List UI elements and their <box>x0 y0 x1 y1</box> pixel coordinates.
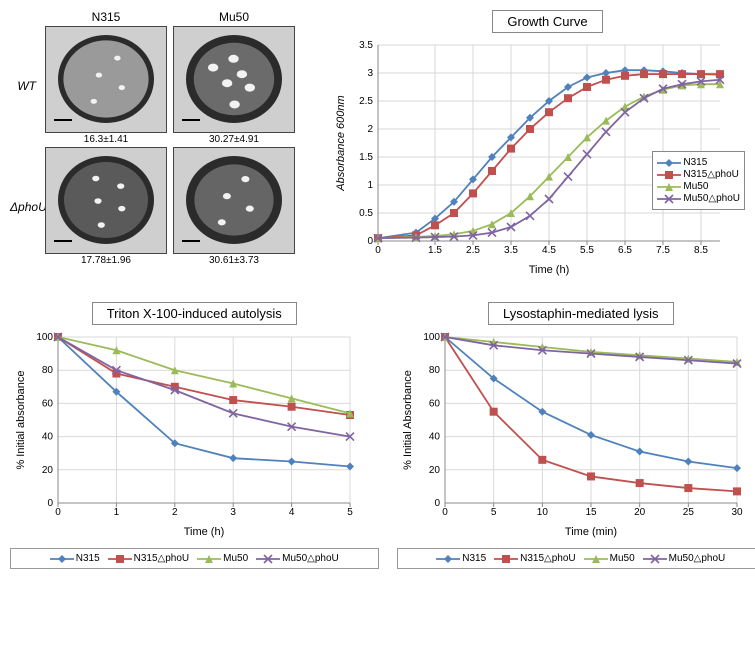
svg-text:0: 0 <box>47 498 53 509</box>
lysostaphin-legend: N315 N315△phoU Mu50 Mu50△phoU <box>397 548 755 569</box>
autolysis-legend: N315 N315△phoU Mu50 Mu50△phoU <box>10 548 379 569</box>
growth-panel: Growth Curve 0 0.5 1 1.5 2 2.5 3 3.5 0 1.5 2.5 3.5 4… <box>330 10 755 280</box>
tem-panel: N315 Mu50 WT 16.3±1.41 30.27±4.91 ΔphoU 17.… <box>10 10 320 280</box>
growth-chart: 0 0.5 1 1.5 2 2.5 3 3.5 0 1.5 2.5 3.5 4.5 5.5 6.5 7.5 8.… <box>330 37 755 280</box>
tem-caption-1-0: 17.78±1.96 <box>81 255 131 266</box>
svg-text:Time (h): Time (h) <box>529 264 570 276</box>
svg-text:100: 100 <box>36 332 53 343</box>
svg-text:0: 0 <box>442 507 448 518</box>
svg-text:5.5: 5.5 <box>580 245 594 256</box>
svg-text:2.5: 2.5 <box>359 96 373 107</box>
svg-text:3: 3 <box>367 68 373 79</box>
svg-text:60: 60 <box>42 398 54 409</box>
autolysis-legend-Mu50: Mu50 <box>197 553 248 564</box>
svg-text:5: 5 <box>347 507 353 518</box>
svg-text:30: 30 <box>731 507 743 518</box>
svg-text:2.5: 2.5 <box>466 245 480 256</box>
svg-text:% Initial Absorbance: % Initial Absorbance <box>402 370 414 470</box>
tem-cell-1-0: 17.78±1.96 <box>46 147 166 266</box>
tem-row-header-0: WT <box>10 79 38 93</box>
tem-row-header-1: ΔphoU <box>10 200 38 214</box>
lysostaphin-legend-Mu50d: Mu50△phoU <box>643 553 726 564</box>
svg-text:20: 20 <box>634 507 646 518</box>
svg-text:60: 60 <box>428 398 440 409</box>
autolysis-legend-N315d: N315△phoU <box>108 553 190 564</box>
autolysis-title: Triton X-100-induced autolysis <box>92 302 297 325</box>
tem-caption-0-1: 30.27±4.91 <box>209 134 259 145</box>
svg-text:15: 15 <box>585 507 597 518</box>
svg-text:40: 40 <box>428 432 440 443</box>
lysostaphin-legend-N315: N315 <box>436 553 486 564</box>
tem-cell-1-1: 30.61±3.73 <box>174 147 294 266</box>
svg-text:80: 80 <box>42 365 54 376</box>
autolysis-chart: 0 20 40 60 80 100 0 1 2 3 4 5 Time (h) % Initial abso… <box>10 329 379 542</box>
svg-text:0: 0 <box>375 245 381 256</box>
svg-text:Time (min): Time (min) <box>564 526 616 538</box>
autolysis-legend-N315: N315 <box>50 553 100 564</box>
svg-text:3.5: 3.5 <box>504 245 518 256</box>
svg-text:7.5: 7.5 <box>656 245 670 256</box>
autolysis-legend-Mu50d: Mu50△phoU <box>256 553 339 564</box>
svg-text:0: 0 <box>434 498 440 509</box>
svg-text:1.5: 1.5 <box>359 152 373 163</box>
tem-cell-0-0: 16.3±1.41 <box>46 26 166 145</box>
svg-text:10: 10 <box>536 507 548 518</box>
svg-text:6.5: 6.5 <box>618 245 632 256</box>
lysostaphin-title: Lysostaphin-mediated lysis <box>488 302 674 325</box>
lysostaphin-chart: 0 20 40 60 80 100 0 5 10 15 20 25 30 Time (min) % Init… <box>397 329 755 542</box>
svg-text:1: 1 <box>114 507 120 518</box>
svg-text:4: 4 <box>289 507 295 518</box>
svg-text:3.5: 3.5 <box>359 40 373 51</box>
growth-legend: N315N315△phoUMu50Mu50△phoU <box>652 151 745 210</box>
svg-text:20: 20 <box>428 465 440 476</box>
tem-caption-1-1: 30.61±3.73 <box>209 255 259 266</box>
svg-text:0: 0 <box>55 507 61 518</box>
svg-text:1.5: 1.5 <box>428 245 442 256</box>
svg-text:5: 5 <box>490 507 496 518</box>
lysostaphin-panel: Lysostaphin-mediated lysis 0204060801000… <box>397 302 755 569</box>
svg-text:% Initial absorbance: % Initial absorbance <box>15 370 27 469</box>
svg-text:100: 100 <box>423 332 440 343</box>
svg-text:40: 40 <box>42 432 54 443</box>
svg-text:0.5: 0.5 <box>359 208 373 219</box>
svg-text:1: 1 <box>367 180 373 191</box>
svg-text:2: 2 <box>172 507 178 518</box>
autolysis-panel: Triton X-100-induced autolysis 020406080… <box>10 302 379 569</box>
svg-text:4.5: 4.5 <box>542 245 556 256</box>
tem-cell-0-1: 30.27±4.91 <box>174 26 294 145</box>
svg-text:20: 20 <box>42 465 54 476</box>
tem-caption-0-0: 16.3±1.41 <box>84 134 128 145</box>
tem-col-header-1: Mu50 <box>174 10 294 24</box>
svg-text:3: 3 <box>230 507 236 518</box>
svg-text:Absorbance 600nm: Absorbance 600nm <box>335 95 347 191</box>
svg-text:80: 80 <box>428 365 440 376</box>
svg-text:8.5: 8.5 <box>694 245 708 256</box>
growth-title: Growth Curve <box>492 10 602 33</box>
svg-text:0: 0 <box>367 236 373 247</box>
svg-text:25: 25 <box>682 507 694 518</box>
lysostaphin-legend-N315d: N315△phoU <box>494 553 576 564</box>
svg-text:2: 2 <box>367 124 373 135</box>
tem-col-header-0: N315 <box>46 10 166 24</box>
svg-text:Time (h): Time (h) <box>184 526 225 538</box>
lysostaphin-legend-Mu50: Mu50 <box>584 553 635 564</box>
